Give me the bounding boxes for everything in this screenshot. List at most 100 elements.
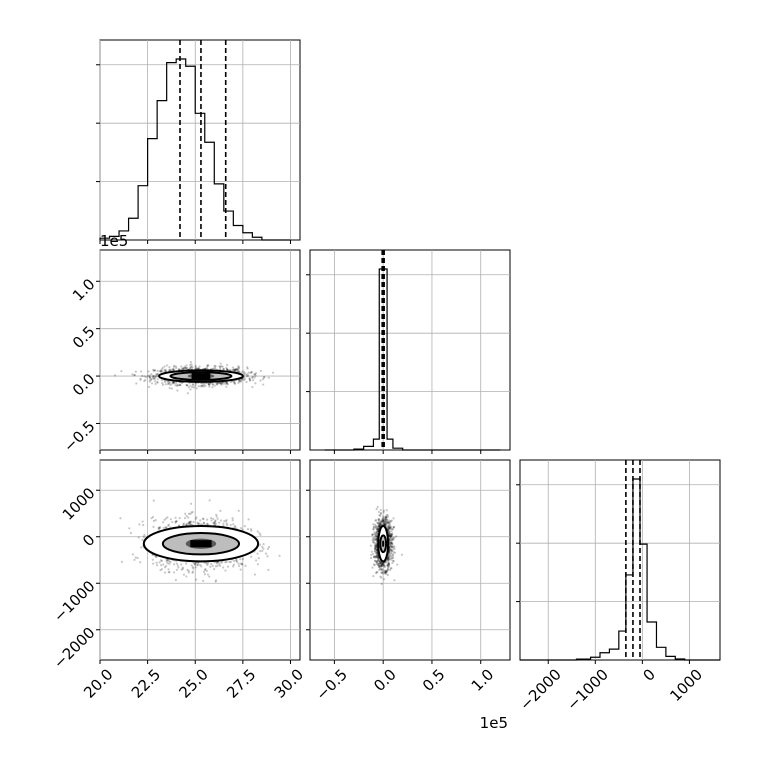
- p2-vs-p1-sample-point: [376, 559, 379, 563]
- p2-vs-p1-sample-point: [380, 582, 383, 585]
- p2-vs-p1-sample-point: [383, 571, 387, 574]
- p2-vs-p1-sample-point: [372, 528, 375, 531]
- p2-vs-p0-sample-point: [169, 518, 172, 521]
- p2-vs-p0-sample-point: [241, 563, 244, 566]
- p2-vs-p1-sample-point: [389, 543, 392, 546]
- p2-vs-p1-sample-point: [377, 510, 380, 514]
- p2-vs-p1-contour-line: [379, 534, 388, 554]
- p2-vs-p1-sample-point: [393, 545, 396, 548]
- p2-vs-p0-sample-point: [185, 522, 189, 526]
- p1-vs-p0-sample-point: [159, 370, 162, 373]
- p2-vs-p1-points-group: [369, 505, 404, 585]
- p2-vs-p0-sample-point: [267, 568, 270, 571]
- p2-vs-p1-sample-point: [382, 520, 385, 523]
- p1-vs-p0-sample-point: [225, 385, 228, 388]
- p2-vs-p0-sample-point: [177, 566, 180, 569]
- p1-vs-p0-sample-point: [243, 377, 247, 380]
- p2-vs-p1-sample-point: [374, 545, 377, 548]
- p2-vs-p0-sample-point: [209, 517, 213, 520]
- p2-vs-p0-sample-point: [167, 523, 170, 526]
- p2-vs-p0-sample-point: [128, 527, 131, 530]
- p2-vs-p1-sample-point: [374, 538, 378, 541]
- p2-vs-p1-sample-point: [385, 561, 388, 564]
- p1-vs-p0-sample-point: [259, 369, 262, 373]
- p2-vs-p1-sample-point: [386, 518, 389, 522]
- p1-vs-p0-sample-point: [237, 370, 241, 373]
- p2-vs-p1-sample-point: [387, 555, 391, 558]
- p2-vs-p0-sample-point: [165, 560, 168, 563]
- p2-vs-p1-contour-line: [377, 525, 390, 563]
- p2-vs-p0-sample-point: [209, 565, 212, 568]
- p2-vs-p0-sample-point: [232, 523, 235, 526]
- p2-vs-p1-sample-point: [372, 541, 375, 544]
- p2-vs-p1-sample-point: [376, 554, 379, 557]
- p1-vs-p0-sample-point: [224, 382, 227, 385]
- p2-vs-p1-sample-point: [383, 570, 387, 574]
- p2-vs-p1-sample-point: [381, 561, 385, 565]
- p2-vs-p0-sample-point: [232, 563, 235, 566]
- p1-vs-p0-sample-point: [165, 364, 169, 367]
- p1-vs-p0-sample-point: [250, 370, 253, 373]
- p2-vs-p1-sample-point: [369, 556, 373, 560]
- p2-vs-p0-sample-point: [188, 520, 191, 524]
- p2-vs-p1-sample-point: [380, 571, 383, 574]
- p1-vs-p0-ytick-label: −0.5: [60, 417, 98, 455]
- p2-vs-p1-sample-point: [376, 556, 380, 559]
- p2-vs-p0-sample-point: [182, 523, 185, 526]
- p2-vs-p1-sample-point: [374, 546, 377, 549]
- p2-vs-p1-sample-point: [385, 570, 388, 574]
- p1-vs-p0-sample-point: [160, 368, 163, 371]
- p2-vs-p1-sample-point: [378, 523, 381, 526]
- p2-vs-p1-sample-point: [378, 560, 381, 563]
- p2-vs-p1-sample-point: [378, 521, 381, 524]
- p2-vs-p1-sample-point: [387, 556, 390, 559]
- p1-vs-p0-sample-point: [251, 375, 254, 378]
- p2-vs-p1-sample-point: [377, 562, 381, 565]
- p2-vs-p0-sample-point: [202, 521, 205, 524]
- p2-vs-p1-sample-point: [385, 518, 388, 521]
- p2-vs-p1-sample-point: [372, 539, 375, 542]
- p2-vs-p1-sample-point: [389, 548, 392, 551]
- p2-vs-p1-sample-point: [380, 520, 384, 523]
- p1-vs-p0-sample-point: [239, 380, 242, 383]
- p1-vs-p0-sample-point: [185, 384, 189, 387]
- p2-vs-p1-sample-point: [387, 563, 391, 566]
- p2-vs-p0-sample-point: [247, 518, 250, 521]
- p2-vs-p1-sample-point: [373, 523, 377, 526]
- p2-vs-p1-sample-point: [384, 571, 387, 574]
- p2-vs-p1-sample-point: [374, 519, 378, 522]
- p2-vs-p1-sample-point: [379, 520, 383, 523]
- p1-vs-p0-sample-point: [197, 366, 200, 370]
- p1-vs-p0-sample-point: [177, 383, 181, 387]
- p2-vs-p0-sample-point: [224, 569, 227, 572]
- p1-vs-p0-sample-point: [155, 373, 158, 376]
- p2-vs-p1-sample-point: [385, 519, 388, 522]
- p2-vs-p0-sample-point: [232, 559, 236, 563]
- p2-vs-p1-sample-point: [374, 519, 377, 522]
- p2-vs-p1-sample-point: [378, 524, 381, 528]
- p1-vs-p0-sample-point: [166, 380, 169, 383]
- p2-vs-p1-sample-point: [388, 519, 391, 522]
- p1-vs-p0-sample-point: [163, 370, 166, 373]
- p2-vs-p1-sample-point: [390, 533, 393, 536]
- p2-vs-p1-sample-point: [396, 563, 399, 566]
- p2-vs-p0-sample-point: [224, 561, 227, 564]
- p1-vs-p0-sample-point: [191, 366, 194, 369]
- y-offset-label: 1e5: [100, 232, 128, 250]
- p2-vs-p1-sample-point: [378, 564, 381, 567]
- p1-vs-p0-sample-point: [173, 364, 176, 367]
- p2-vs-p1-sample-point: [384, 516, 387, 520]
- p2-vs-p1-sample-point: [378, 523, 382, 526]
- p1-vs-p0-contour-line: [169, 371, 233, 381]
- p2-vs-p0-sample-point: [150, 517, 153, 520]
- p1-vs-p0-sample-point: [167, 380, 170, 383]
- p1-vs-p0-sample-point: [249, 371, 252, 374]
- p1-vs-p0-sample-point: [154, 382, 157, 386]
- p2-vs-p1-sample-point: [374, 545, 377, 548]
- p2-vs-p0-sample-point: [188, 521, 191, 524]
- p2-vs-p1-sample-point: [371, 533, 374, 537]
- p2-vs-p0-ytick-label: −2000: [50, 624, 99, 673]
- p2-vs-p1-sample-point: [389, 536, 392, 539]
- p2-vs-p0-sample-point: [129, 531, 133, 535]
- p2-vs-p1-sample-point: [391, 528, 394, 531]
